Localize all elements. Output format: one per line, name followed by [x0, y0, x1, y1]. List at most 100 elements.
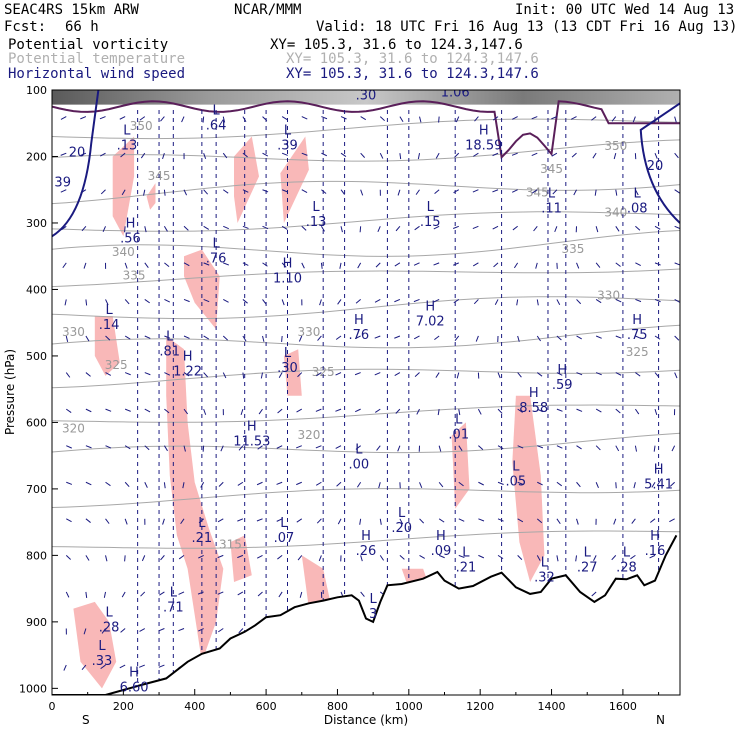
- wind-vector: [399, 555, 405, 560]
- extremum-type: H: [283, 256, 293, 271]
- wind-vector: [217, 591, 224, 595]
- wind-vector: [339, 262, 342, 269]
- wind-vector: [576, 445, 582, 450]
- extremum-marker: H.59: [552, 363, 573, 393]
- extremum-marker: H8.58: [519, 386, 548, 416]
- theta-label: 345: [526, 185, 549, 199]
- theta-contour: [52, 296, 680, 320]
- wind-vector: [455, 116, 460, 123]
- wind-vector: [315, 481, 322, 486]
- extremum-marker: L.64: [206, 104, 227, 134]
- y-tick-label: 400: [26, 283, 47, 296]
- extremum-marker: L.27: [577, 546, 598, 576]
- extremum-value: .32: [534, 571, 555, 586]
- wind-vector: [654, 152, 658, 159]
- wind-vector: [202, 445, 205, 452]
- wind-vector: [144, 335, 151, 339]
- wind-vector: [198, 628, 204, 632]
- wind-vector: [413, 335, 420, 340]
- y-tick-label: 200: [26, 150, 47, 163]
- x-axis-title: Distance (km): [324, 713, 408, 727]
- wind-vector: [359, 518, 362, 525]
- wind-vector: [556, 372, 563, 376]
- wind-vector: [301, 225, 307, 231]
- wind-vector: [456, 372, 460, 379]
- wind-vector: [124, 372, 131, 376]
- x-tick-label: 200: [113, 700, 134, 713]
- extremum-value: .14: [99, 318, 120, 333]
- y-tick-label: 300: [26, 217, 47, 230]
- extremum-type: H: [425, 300, 435, 315]
- wind-vector: [379, 555, 385, 561]
- extremum-marker: L.15: [420, 200, 441, 230]
- wind-vector: [80, 116, 87, 120]
- wind-vector: [536, 555, 541, 561]
- wind-vector: [65, 372, 71, 378]
- extremum-type: L: [541, 556, 549, 571]
- wind-vector: [472, 225, 479, 230]
- extremum-type: L: [548, 187, 556, 202]
- wind-vector: [105, 299, 109, 306]
- pv-shaded-region: [146, 183, 156, 210]
- wind-vector: [417, 153, 421, 160]
- extremum-type: L: [123, 124, 131, 139]
- extremum-marker: H.76: [349, 313, 370, 343]
- wind-vector: [474, 116, 479, 122]
- wind-vector: [576, 408, 583, 412]
- theta-label: 345: [540, 162, 563, 176]
- wind-vector: [160, 116, 165, 122]
- y-tick-label: 500: [26, 350, 47, 363]
- wind-vector: [399, 116, 404, 122]
- wind-vector: [453, 299, 460, 304]
- wind-vector: [453, 225, 459, 229]
- extremum-type: L: [284, 124, 292, 139]
- wind-vector: [454, 152, 460, 158]
- wind-vector: [634, 408, 640, 415]
- wind-vector: [124, 481, 130, 488]
- wind-vector: [121, 189, 126, 196]
- theta-label: 325: [626, 345, 649, 359]
- pv-shaded-region: [283, 349, 302, 396]
- wind-vector: [613, 518, 617, 525]
- wind-vector: [595, 299, 602, 304]
- extremum-value: .76: [206, 252, 227, 267]
- extremum-value: .11: [541, 202, 562, 217]
- wind-vector: [512, 189, 518, 193]
- wind-vector: [237, 481, 244, 486]
- extremum-marker: H18.59: [465, 124, 502, 154]
- wind-vector: [281, 335, 283, 343]
- wind-vector: [355, 335, 361, 340]
- wind-vector: [360, 116, 367, 121]
- wind-vector: [183, 408, 189, 415]
- theta-label: 340: [112, 245, 135, 259]
- wind-vector: [277, 554, 283, 560]
- wind-vector: [101, 628, 106, 634]
- wind-vector: [478, 445, 484, 451]
- wind-vector: [203, 189, 209, 195]
- wind-vector: [301, 116, 308, 120]
- theta-contour: [52, 230, 680, 257]
- wind-vector: [517, 445, 524, 449]
- extremum-marker: H6.60: [120, 665, 149, 695]
- wind-vector: [654, 262, 661, 266]
- wind-vector: [319, 299, 322, 306]
- wind-vector: [631, 518, 636, 524]
- wind-vector: [377, 226, 381, 232]
- wind-vector: [85, 299, 88, 306]
- theta-contour: [52, 404, 680, 423]
- extremum-value: 7.02: [416, 315, 445, 330]
- wind-vector: [321, 189, 327, 194]
- plot-frame: [51, 89, 681, 696]
- wind-vector: [144, 262, 149, 268]
- wind-vector: [242, 152, 248, 158]
- wind-vector: [454, 335, 460, 342]
- wind-vector: [223, 262, 230, 266]
- wind-vector: [399, 153, 402, 160]
- wind-vector: [478, 481, 484, 486]
- theta-contour: [52, 139, 680, 162]
- wind-vector: [415, 189, 420, 195]
- wind-vector: [337, 518, 342, 525]
- wind-vector: [611, 555, 617, 561]
- wind-vector: [497, 372, 501, 379]
- wind-vector: [438, 554, 445, 559]
